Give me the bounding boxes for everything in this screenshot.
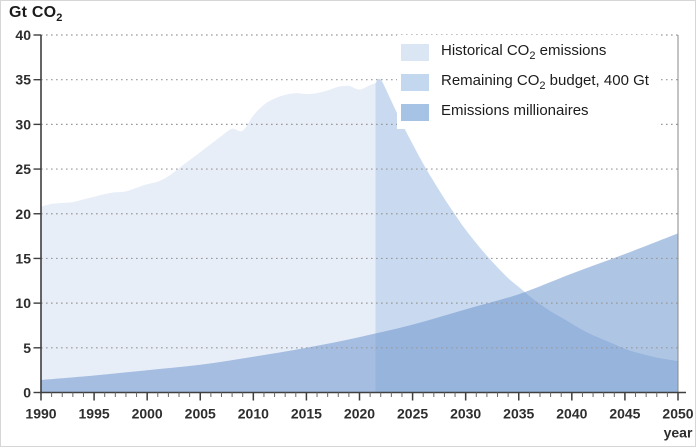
legend-label-remaining-sub: 2 (539, 80, 546, 92)
legend-item-historical: Historical CO2 emissions (401, 37, 649, 67)
y-axis-unit-text: Gt CO (9, 4, 57, 21)
legend: Historical CO2 emissions Remaining CO2 b… (397, 35, 659, 129)
remaining-budget-swatch-icon (401, 73, 429, 91)
y-axis-unit-title: Gt CO2 (9, 4, 63, 24)
svg-text:1990: 1990 (25, 406, 56, 422)
svg-text:2035: 2035 (503, 406, 534, 422)
svg-text:2000: 2000 (132, 406, 163, 422)
legend-label-historical: Historical CO2 emissions (441, 42, 606, 62)
legend-label-historical-sub: 2 (529, 50, 536, 62)
svg-text:2010: 2010 (238, 406, 269, 422)
svg-text:5: 5 (23, 340, 31, 356)
legend-item-remaining-budget: Remaining CO2 budget, 400 Gt (401, 67, 649, 97)
svg-text:10: 10 (15, 295, 31, 311)
svg-text:40: 40 (15, 27, 31, 43)
svg-text:15: 15 (15, 250, 31, 266)
svg-text:2005: 2005 (185, 406, 216, 422)
svg-text:35: 35 (15, 72, 31, 88)
legend-label-millionaires-text: Emissions millionaires (441, 102, 589, 119)
svg-text:2025: 2025 (397, 406, 428, 422)
millionaires-swatch-icon (401, 103, 429, 121)
legend-label-historical-text2: emissions (535, 42, 607, 59)
historical-swatch-icon (401, 43, 429, 61)
svg-text:2045: 2045 (609, 406, 640, 422)
svg-text:year: year (664, 425, 693, 441)
svg-text:1995: 1995 (79, 406, 110, 422)
axes-layer (33, 34, 686, 401)
legend-label-remaining-text2: budget, 400 Gt (545, 72, 649, 89)
svg-text:2040: 2040 (556, 406, 587, 422)
legend-label-millionaires: Emissions millionaires (441, 102, 589, 122)
legend-label-remaining-budget: Remaining CO2 budget, 400 Gt (441, 72, 649, 92)
legend-label-remaining-text: Remaining CO (441, 72, 540, 89)
svg-text:2030: 2030 (450, 406, 481, 422)
svg-text:30: 30 (15, 116, 31, 132)
legend-item-millionaires: Emissions millionaires (401, 97, 649, 127)
svg-text:2020: 2020 (344, 406, 375, 422)
svg-text:2015: 2015 (291, 406, 322, 422)
svg-text:0: 0 (23, 385, 31, 401)
svg-text:2050: 2050 (662, 406, 693, 422)
svg-text:25: 25 (15, 161, 31, 177)
svg-text:20: 20 (15, 206, 31, 222)
areas-layer (41, 78, 678, 393)
legend-label-historical-text: Historical CO (441, 42, 530, 59)
y-axis-unit-subscript: 2 (56, 12, 63, 25)
